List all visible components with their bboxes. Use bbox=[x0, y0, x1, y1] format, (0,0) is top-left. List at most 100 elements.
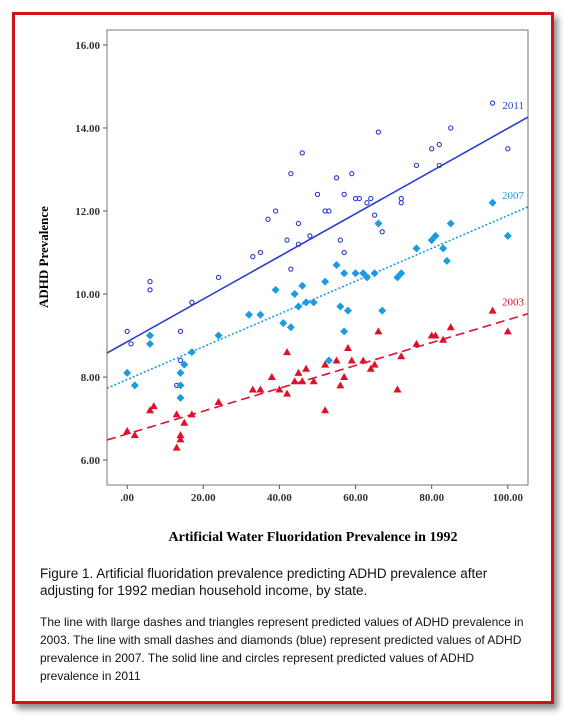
point bbox=[271, 285, 280, 294]
point bbox=[362, 273, 371, 282]
point bbox=[336, 381, 345, 389]
point bbox=[294, 302, 303, 311]
point bbox=[436, 141, 442, 148]
point bbox=[256, 310, 265, 319]
point bbox=[366, 364, 375, 372]
point bbox=[299, 150, 305, 156]
point bbox=[378, 306, 387, 315]
point bbox=[286, 323, 295, 332]
point bbox=[177, 357, 184, 364]
point bbox=[176, 381, 185, 390]
trend-line bbox=[107, 116, 528, 354]
series-label: 2011 bbox=[502, 100, 524, 112]
point bbox=[307, 233, 313, 239]
point bbox=[488, 306, 497, 314]
point bbox=[302, 364, 311, 372]
x-tick-label: 100.00 bbox=[493, 492, 524, 504]
point bbox=[349, 170, 355, 177]
point bbox=[146, 331, 155, 340]
y-tick-label: 8.00 bbox=[81, 372, 101, 384]
point bbox=[267, 373, 276, 381]
point bbox=[364, 200, 370, 206]
point bbox=[336, 302, 345, 311]
x-tick-label: .00 bbox=[120, 492, 134, 504]
point bbox=[180, 418, 189, 426]
trend-line bbox=[107, 206, 528, 389]
point bbox=[503, 231, 512, 240]
point bbox=[439, 244, 448, 253]
point bbox=[332, 260, 341, 269]
point bbox=[332, 356, 341, 364]
point bbox=[214, 331, 223, 340]
point bbox=[397, 352, 406, 360]
point bbox=[123, 368, 132, 377]
point bbox=[244, 310, 253, 319]
point bbox=[123, 427, 132, 435]
point bbox=[146, 339, 155, 348]
point bbox=[333, 175, 340, 181]
point bbox=[272, 208, 279, 214]
point bbox=[439, 335, 448, 343]
series-label: 2007 bbox=[502, 190, 525, 202]
plot-layer bbox=[107, 100, 528, 451]
point bbox=[288, 170, 294, 177]
point bbox=[489, 100, 496, 106]
point bbox=[176, 435, 185, 443]
point bbox=[359, 356, 368, 364]
figure-caption: Figure 1. Artificial fluoridation preval… bbox=[40, 566, 488, 598]
point bbox=[436, 162, 442, 168]
point bbox=[176, 393, 185, 402]
y-axis-label: ADHD Prevalence bbox=[36, 206, 51, 308]
point bbox=[146, 406, 155, 414]
point bbox=[290, 377, 299, 385]
point bbox=[214, 397, 223, 405]
x-tick-label: 40.00 bbox=[267, 492, 292, 504]
x-tick-label: 20.00 bbox=[191, 492, 216, 504]
y-tick-label: 6.00 bbox=[81, 455, 101, 467]
point bbox=[340, 373, 349, 381]
point bbox=[172, 443, 181, 451]
point bbox=[321, 277, 330, 286]
point bbox=[172, 410, 181, 418]
point bbox=[180, 360, 189, 369]
point bbox=[374, 327, 383, 335]
y-tick-label: 12.00 bbox=[75, 206, 100, 218]
point bbox=[130, 381, 139, 390]
point bbox=[412, 244, 421, 253]
point bbox=[314, 191, 321, 198]
point bbox=[343, 344, 352, 352]
point bbox=[356, 195, 363, 202]
series-label: 2003 bbox=[502, 297, 525, 309]
point bbox=[298, 281, 307, 290]
point bbox=[279, 319, 288, 328]
point bbox=[248, 385, 257, 393]
point bbox=[128, 341, 134, 347]
point bbox=[288, 266, 294, 272]
point bbox=[340, 269, 349, 278]
point bbox=[341, 249, 347, 256]
point bbox=[431, 331, 440, 339]
point bbox=[379, 229, 385, 235]
x-axis-label: Artificial Water Fluoridation Prevalence… bbox=[169, 530, 458, 545]
point bbox=[189, 299, 195, 305]
y-tick-label: 14.00 bbox=[75, 123, 100, 135]
chart: ADHD Prevalence Artificial Water Fluorid… bbox=[36, 29, 529, 545]
y-tick-label: 16.00 bbox=[75, 40, 100, 52]
point bbox=[370, 269, 379, 278]
point bbox=[147, 287, 153, 293]
point bbox=[130, 431, 139, 439]
x-tick-label: 80.00 bbox=[419, 492, 444, 504]
point bbox=[374, 219, 383, 228]
point bbox=[283, 389, 292, 397]
plot-area bbox=[106, 29, 529, 486]
point bbox=[250, 254, 256, 260]
point bbox=[371, 212, 378, 218]
point bbox=[446, 323, 455, 331]
point bbox=[340, 327, 349, 336]
point bbox=[275, 385, 284, 393]
point bbox=[309, 298, 318, 307]
point bbox=[431, 231, 440, 240]
point bbox=[295, 241, 302, 247]
point bbox=[324, 356, 333, 365]
point bbox=[176, 368, 185, 377]
